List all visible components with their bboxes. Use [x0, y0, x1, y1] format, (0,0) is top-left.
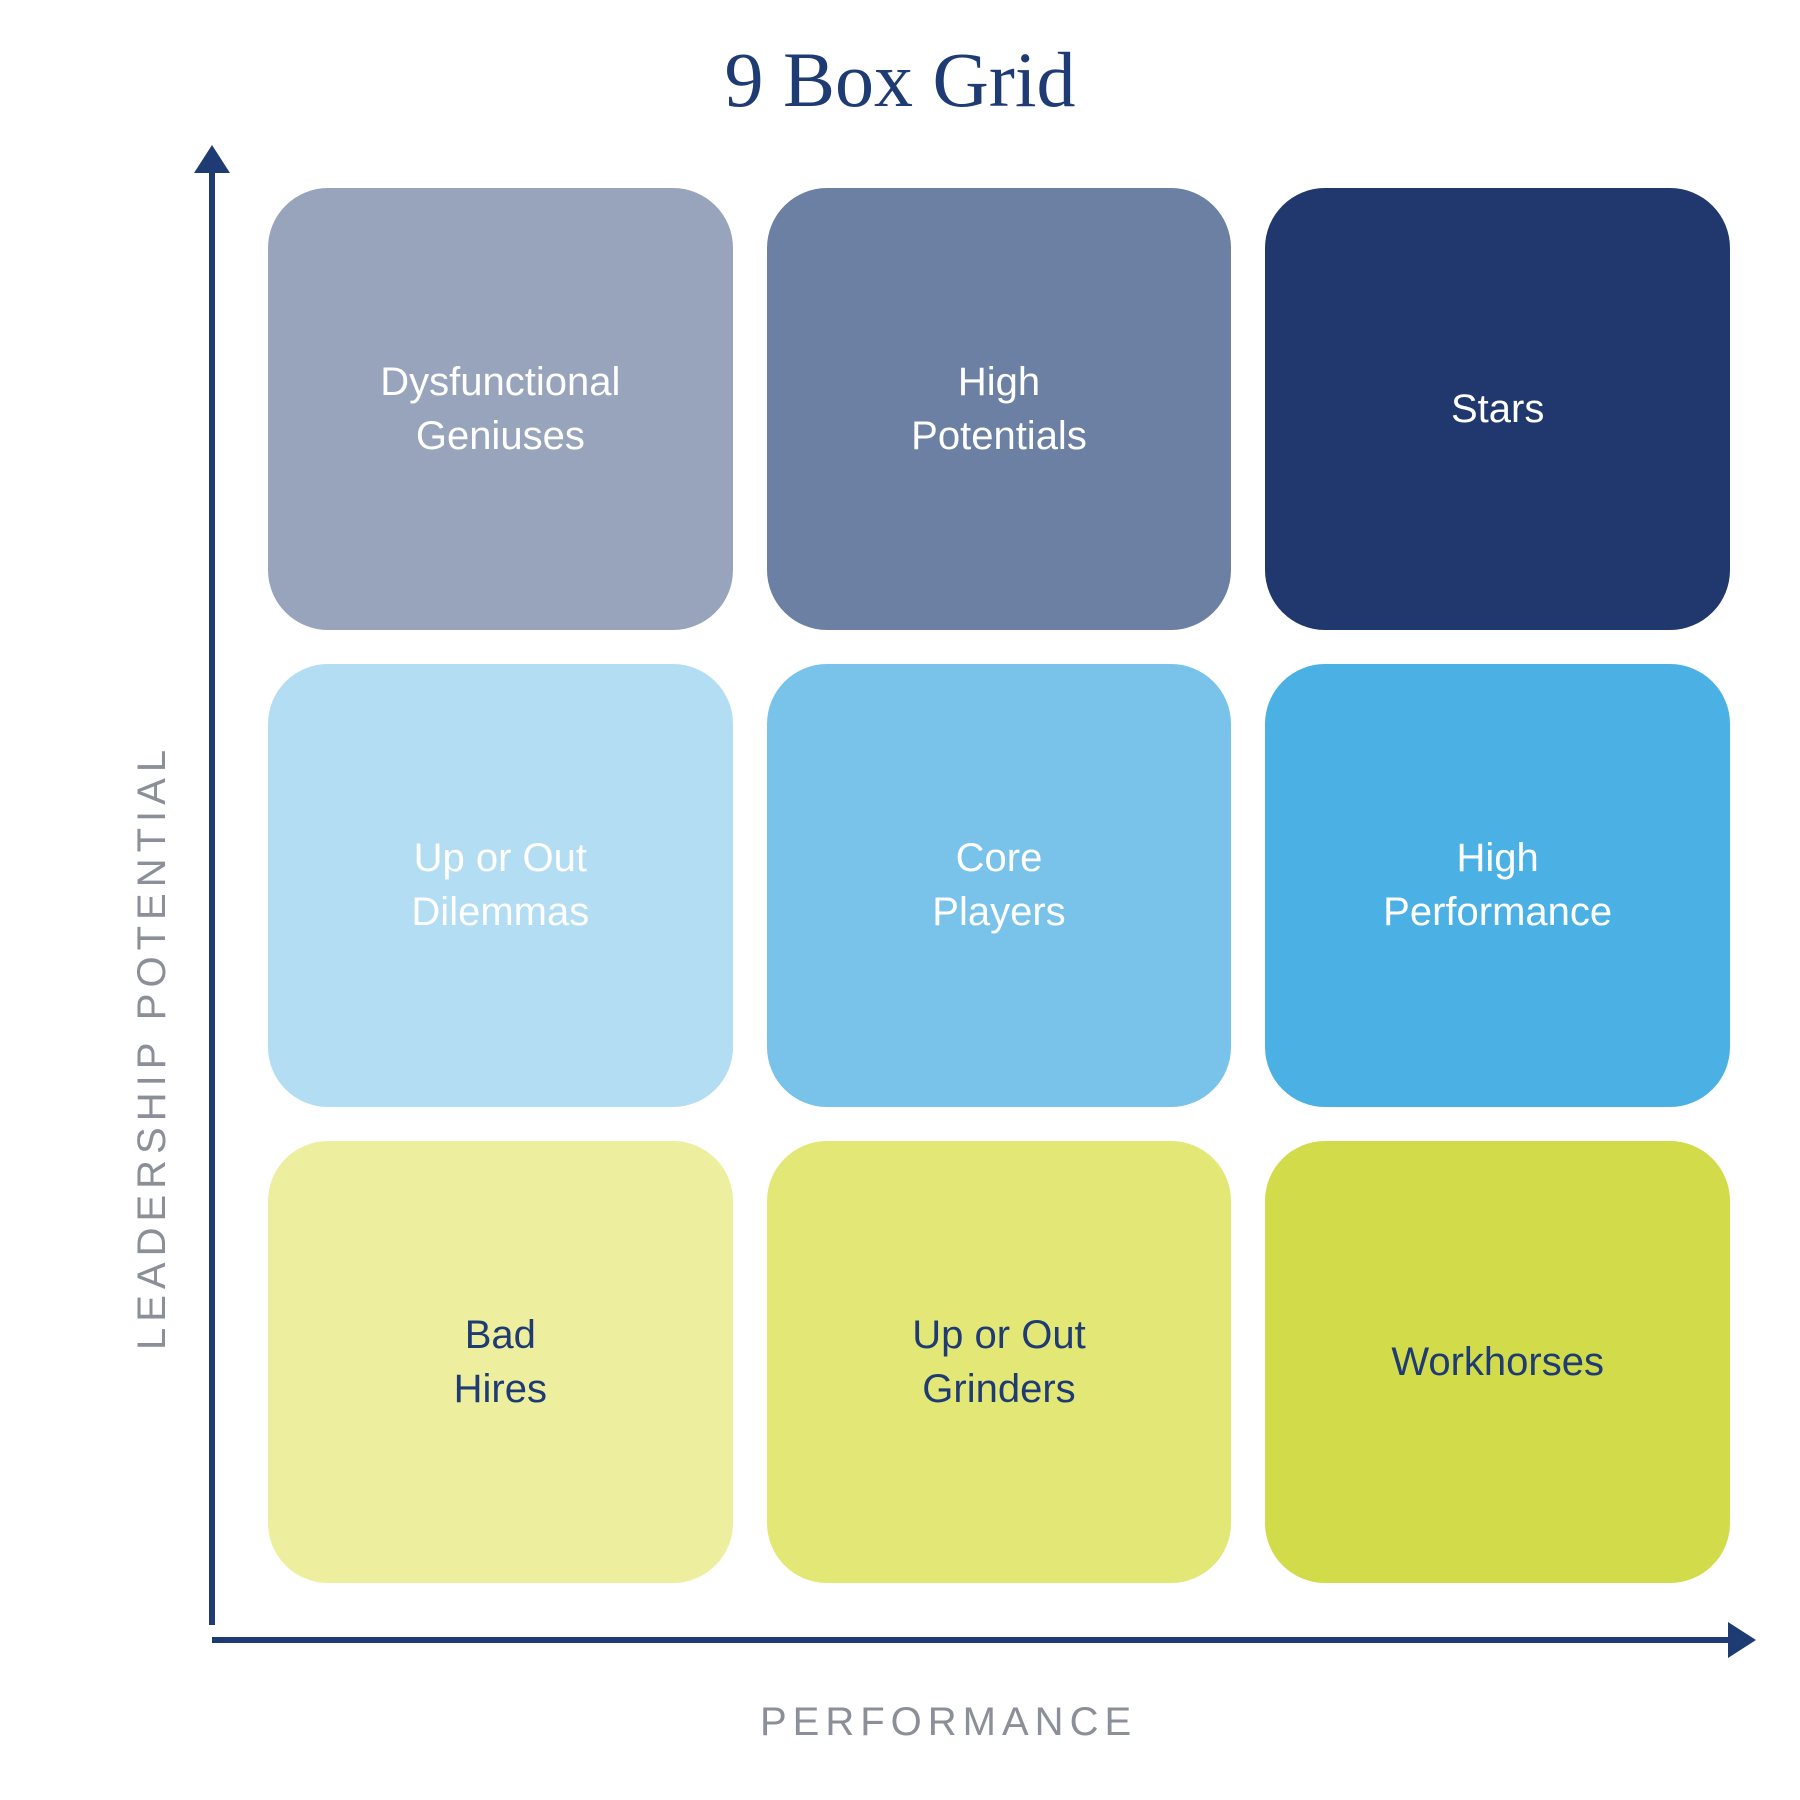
cell-up-or-out-grinders: Up or Out Grinders — [767, 1141, 1232, 1583]
cell-core-players: Core Players — [767, 664, 1232, 1106]
y-axis-label: LEADERSHIP POTENTIAL — [130, 744, 175, 1350]
cell-high-potentials: High Potentials — [767, 188, 1232, 630]
nine-box-grid: Dysfunctional Geniuses High Potentials S… — [268, 188, 1730, 1583]
cell-up-or-out-dilemmas: Up or Out Dilemmas — [268, 664, 733, 1106]
cell-bad-hires: Bad Hires — [268, 1141, 733, 1583]
y-axis-arrowhead — [194, 145, 230, 173]
cell-stars: Stars — [1265, 188, 1730, 630]
cell-high-performance: High Performance — [1265, 664, 1730, 1106]
x-axis-arrowhead — [1728, 1622, 1756, 1658]
y-axis-line — [209, 170, 215, 1625]
nine-box-grid-canvas: { "title": { "text": "9 Box Grid", "colo… — [0, 0, 1800, 1800]
cell-dysfunctional-geniuses: Dysfunctional Geniuses — [268, 188, 733, 630]
x-axis-label: PERFORMANCE — [760, 1700, 1137, 1745]
cell-workhorses: Workhorses — [1265, 1141, 1730, 1583]
x-axis-line — [212, 1637, 1730, 1643]
chart-title: 9 Box Grid — [0, 35, 1800, 125]
